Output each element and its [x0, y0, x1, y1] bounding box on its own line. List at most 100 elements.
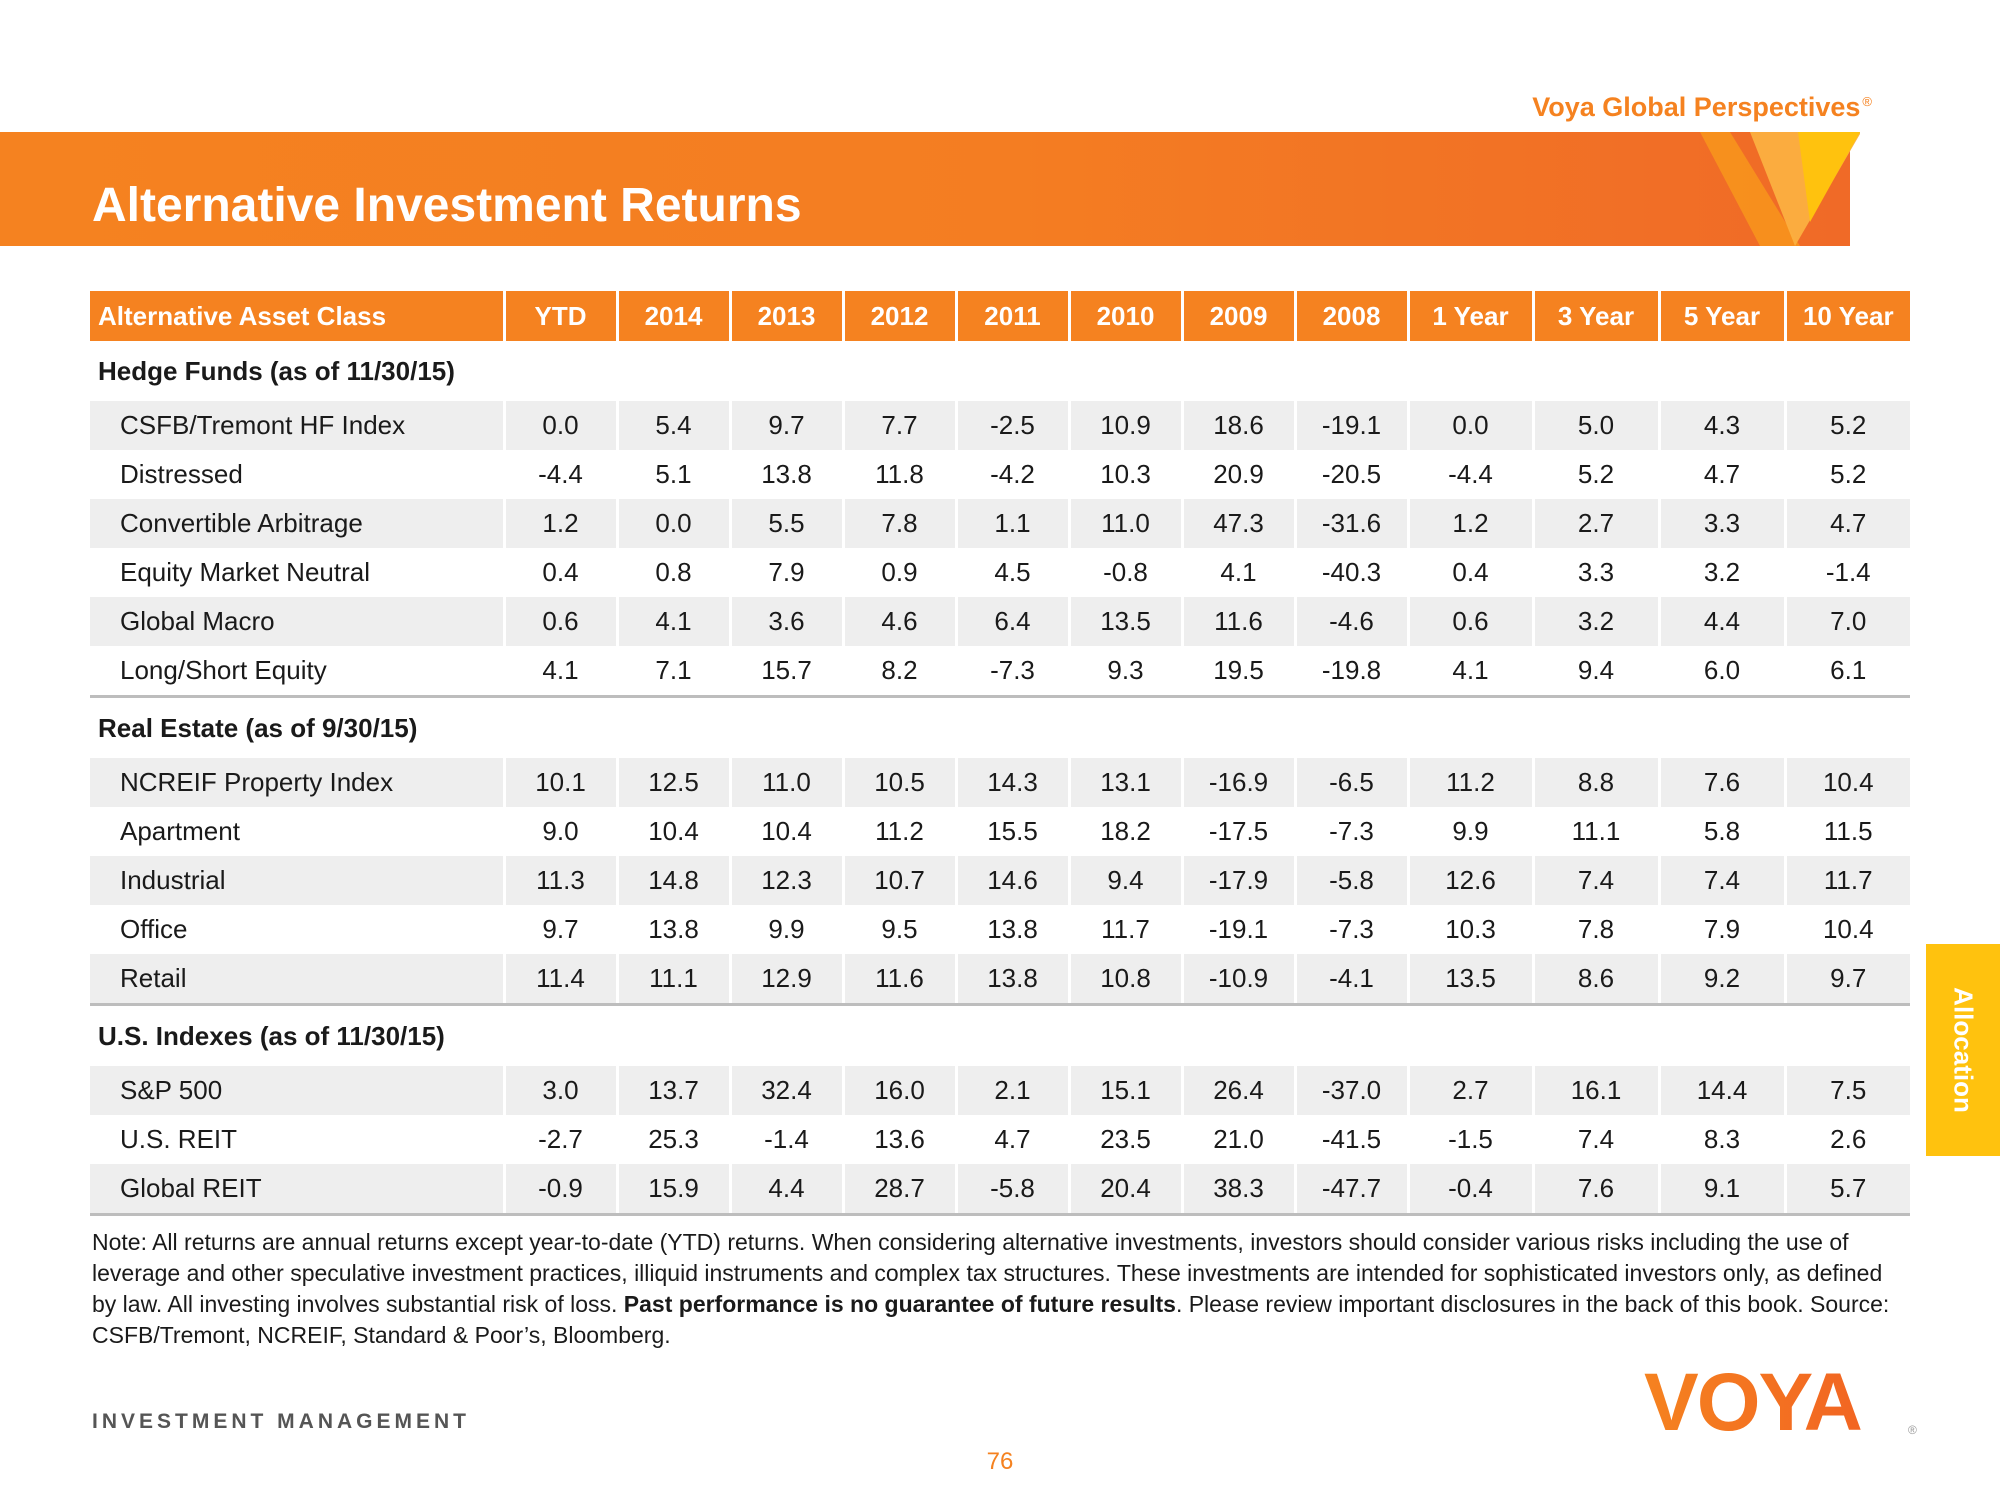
return-value-cell: 16.0 — [841, 1066, 956, 1115]
return-value-cell: -20.5 — [1293, 450, 1408, 499]
asset-class-name: Office — [120, 914, 188, 944]
return-value-cell: 25.3 — [615, 1115, 730, 1164]
column-header: YTD — [502, 291, 617, 341]
return-value-cell: 4.4 — [1657, 597, 1785, 646]
return-value-cell: -4.6 — [1293, 597, 1408, 646]
return-value-cell: 11.8 — [841, 450, 956, 499]
return-value-cell: 21.0 — [1180, 1115, 1295, 1164]
return-value-cell: 7.6 — [1657, 758, 1785, 807]
table-row: Retail 11.4 11.1 12.9 11.6 13.8 10.8 -10.9 -4.1 1… — [90, 954, 1910, 1006]
voya-logo: VOYA ® — [1644, 1362, 1917, 1448]
section-tab-allocation[interactable]: Allocation — [1926, 944, 2000, 1156]
return-value-cell: 11.3 — [502, 856, 617, 905]
return-value-cell: 15.9 — [615, 1164, 730, 1216]
footer-investment-management: INVESTMENT MANAGEMENT — [92, 1410, 470, 1433]
return-value-cell: 10.3 — [1067, 450, 1182, 499]
return-value-cell: -5.8 — [1293, 856, 1408, 905]
table-header: Alternative Asset Class YTD 2014 2013 2012 20… — [90, 291, 1910, 341]
return-value-cell: 10.3 — [1406, 905, 1533, 954]
return-value-cell: 9.9 — [728, 905, 843, 954]
return-value-cell: 8.8 — [1531, 758, 1659, 807]
return-value-cell: 7.8 — [1531, 905, 1659, 954]
asset-class-name: Global Macro — [90, 597, 504, 646]
return-value-cell: -4.1 — [1293, 954, 1408, 1006]
asset-class-name: Apartment — [120, 816, 240, 846]
return-value-cell: 4.7 — [1783, 499, 1910, 548]
return-value-cell: -1.4 — [728, 1115, 843, 1164]
return-value-cell: 6.4 — [954, 597, 1069, 646]
return-value-cell: -19.8 — [1293, 646, 1408, 698]
return-value-cell: -4.4 — [1406, 450, 1533, 499]
return-value-cell: 11.5 — [1783, 807, 1910, 856]
return-value-cell: 13.5 — [1406, 954, 1533, 1006]
return-value-cell: 12.5 — [615, 758, 730, 807]
return-value-cell: -10.9 — [1180, 954, 1295, 1006]
return-value-cell: 11.0 — [728, 758, 843, 807]
return-value-cell: 9.5 — [841, 905, 956, 954]
return-value-cell: 0.9 — [841, 548, 956, 597]
return-value-cell: 9.7 — [728, 401, 843, 450]
return-value-cell: 12.3 — [728, 856, 843, 905]
column-header: 2012 — [841, 291, 956, 341]
return-value-cell: 14.3 — [954, 758, 1069, 807]
returns-table: Alternative Asset Class YTD 2014 2013 2012 20… — [90, 291, 1910, 1216]
return-value-cell: 10.4 — [728, 807, 843, 856]
table-row: Distressed -4.4 5.1 13.8 11.8 -4.2 10.3 20.9 -20… — [90, 450, 1910, 499]
table-row: Industrial 11.3 14.8 12.3 10.7 14.6 9.4 -17.9 -5… — [90, 856, 1910, 905]
return-value-cell: 12.9 — [728, 954, 843, 1006]
asset-class-name: CSFB/Tremont HF Index — [90, 401, 504, 450]
section-header-row: U.S. Indexes (as of 11/30/15) — [90, 1004, 1910, 1066]
return-value-cell: -41.5 — [1293, 1115, 1408, 1164]
return-value-cell: -40.3 — [1293, 548, 1408, 597]
return-value-cell: -17.5 — [1180, 807, 1295, 856]
return-value-cell: 11.6 — [1180, 597, 1295, 646]
return-value-cell: 9.4 — [1067, 856, 1182, 905]
table-row: CSFB/Tremont HF Index 0.0 5.4 9.7 7.7 -2.5 10.… — [90, 401, 1910, 450]
return-value-cell: 2.7 — [1406, 1066, 1533, 1115]
return-value-cell: 1.1 — [954, 499, 1069, 548]
return-value-cell: 5.8 — [1657, 807, 1785, 856]
return-value-cell: 0.6 — [1406, 597, 1533, 646]
return-value-cell: 10.7 — [841, 856, 956, 905]
return-value-cell: 3.6 — [728, 597, 843, 646]
return-value-cell: 10.4 — [615, 807, 730, 856]
svg-text:VOYA: VOYA — [1644, 1362, 1862, 1448]
return-value-cell: 9.0 — [502, 807, 617, 856]
return-value-cell: 7.9 — [728, 548, 843, 597]
return-value-cell: -47.7 — [1293, 1164, 1408, 1216]
table-row: NCREIF Property Index 10.1 12.5 11.0 10.5 14.… — [90, 758, 1910, 807]
return-value-cell: 7.4 — [1531, 1115, 1659, 1164]
return-value-cell: 9.7 — [1783, 954, 1910, 1006]
return-value-cell: 9.3 — [1067, 646, 1182, 698]
asset-class-name: Convertible Arbitrage — [90, 499, 504, 548]
return-value-cell: 13.8 — [954, 905, 1069, 954]
return-value-cell: 10.1 — [502, 758, 617, 807]
return-value-cell: 11.1 — [615, 954, 730, 1006]
return-value-cell: 11.6 — [841, 954, 956, 1006]
return-value-cell: 2.7 — [1531, 499, 1659, 548]
return-value-cell: 4.7 — [954, 1115, 1069, 1164]
return-value-cell: 5.7 — [1783, 1164, 1910, 1216]
return-value-cell: 15.5 — [954, 807, 1069, 856]
return-value-cell: 4.1 — [615, 597, 730, 646]
return-value-cell: 0.0 — [615, 499, 730, 548]
brand-title: Voya Global Perspectives ® — [1532, 92, 1872, 122]
return-value-cell: -16.9 — [1180, 758, 1295, 807]
column-header: 2014 — [615, 291, 730, 341]
return-value-cell: -7.3 — [1293, 905, 1408, 954]
return-value-cell: -2.7 — [502, 1115, 617, 1164]
return-value-cell: 8.6 — [1531, 954, 1659, 1006]
return-value-cell: 11.7 — [1067, 905, 1182, 954]
return-value-cell: 13.8 — [615, 905, 730, 954]
return-value-cell: 1.2 — [502, 499, 617, 548]
return-value-cell: -6.5 — [1293, 758, 1408, 807]
return-value-cell: 4.6 — [841, 597, 956, 646]
section-title: Real Estate (as of 9/30/15) — [90, 696, 1910, 758]
table-row: Global Macro 0.6 4.1 3.6 4.6 6.4 13.5 11.6 -4.6 0… — [90, 597, 1910, 646]
return-value-cell: 5.4 — [615, 401, 730, 450]
return-value-cell: -0.9 — [502, 1164, 617, 1216]
return-value-cell: 3.2 — [1657, 548, 1785, 597]
return-value-cell: 9.2 — [1657, 954, 1785, 1006]
return-value-cell: 23.5 — [1067, 1115, 1182, 1164]
return-value-cell: 4.1 — [1406, 646, 1533, 698]
